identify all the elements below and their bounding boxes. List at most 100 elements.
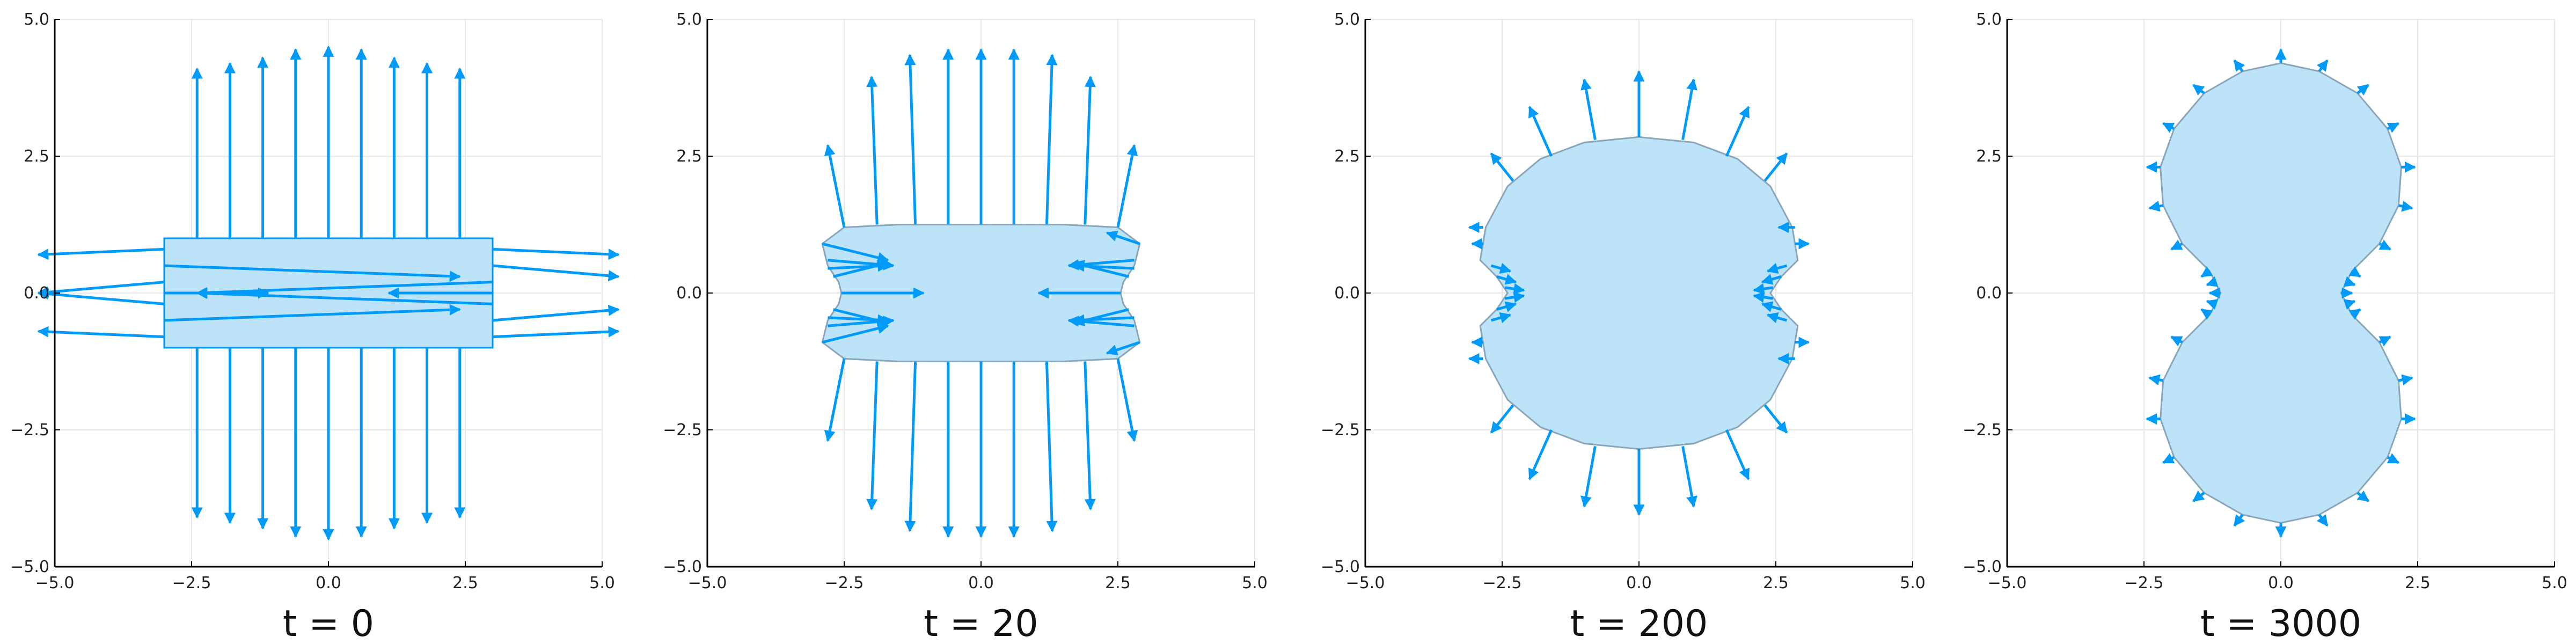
vector-arrow [37, 281, 165, 298]
x-tick-label: 0.0 [2268, 574, 2294, 592]
vector-arrow [866, 361, 879, 510]
vector-arrow [1761, 301, 1782, 312]
vector-arrow [1490, 404, 1514, 434]
vector-arrow [1766, 262, 1788, 274]
x-tick-label: 5.0 [589, 574, 615, 592]
x-tick-label: −5.0 [1988, 574, 2027, 592]
y-tick-label: 5.0 [24, 10, 49, 29]
vector-arrow [1084, 76, 1096, 225]
y-tick-label: −2.5 [1321, 421, 1360, 440]
vector-arrow [2233, 514, 2245, 527]
vector-arrow [1490, 312, 1512, 324]
vector-arrow [2387, 453, 2400, 464]
vector-arrow [1073, 260, 1130, 278]
vector-arrow [824, 144, 846, 228]
vector-arrow [2387, 122, 2400, 133]
vector-arrow [2206, 299, 2219, 310]
vector-arrow [2343, 299, 2356, 310]
x-tick-label: 5.0 [1242, 574, 1268, 592]
x-axis-label: t = 0 [283, 603, 374, 644]
y-tick-label: −5.0 [663, 558, 702, 576]
vector-arrow [1766, 312, 1788, 324]
y-tick-label: 2.5 [24, 147, 49, 166]
vector-arrow [2192, 84, 2205, 96]
vector-arrow [2200, 308, 2213, 320]
panel-2: −5.0 −2.5 0.0 2.5 5.0 −5.0 −2.5 0.0 2.5 5.0 t = 20 [663, 10, 1268, 644]
y-tick-label: 5.0 [1334, 10, 1360, 29]
vector-arrow [1045, 361, 1058, 532]
vector-arrow [822, 323, 889, 344]
vector-arrow [2348, 266, 2361, 278]
vector-arrow [832, 260, 889, 278]
y-tick-label: −2.5 [10, 421, 49, 440]
vector-arrow [1528, 106, 1553, 157]
vector-arrow [1504, 283, 1525, 295]
y-tick-label: −5.0 [1963, 558, 2002, 576]
x-axis-label: t = 20 [924, 603, 1038, 644]
vector-arrow [2233, 59, 2245, 72]
vector-arrow [2379, 335, 2391, 347]
vector-arrow [1496, 301, 1517, 312]
x-tick-label: 5.0 [1900, 574, 1926, 592]
x-tick-label: −2.5 [825, 574, 864, 592]
vector-arrow [1045, 54, 1058, 225]
vector-arrow [2398, 200, 2413, 212]
vector-arrow [196, 281, 493, 298]
vector-arrow [492, 247, 620, 260]
shape-polygon [163, 237, 494, 349]
panel-1: −5.0 −2.5 0.0 2.5 5.0 −5.0 −2.5 0.0 2.5 5.0 t = 0 [10, 10, 620, 644]
panel-3: −5.0 −2.5 0.0 2.5 5.0 −5.0 −2.5 0.0 2.5 5.0 t = 20… [1321, 10, 1926, 644]
y-tick-label: −5.0 [1321, 558, 1360, 576]
vector-arrow [1490, 152, 1514, 182]
vector-arrow [37, 288, 165, 305]
vector-arrow [866, 76, 879, 225]
y-tick-label: 2.5 [1976, 147, 2002, 166]
vector-arrow [2162, 122, 2175, 133]
vector-arrow [196, 288, 493, 305]
vector-arrow [1761, 274, 1782, 285]
vector-arrow [1106, 341, 1140, 356]
y-tick-label: 0.0 [24, 284, 49, 303]
x-tick-label: −5.0 [688, 574, 727, 592]
vector-arrow [2316, 514, 2329, 527]
vector-arrow [2162, 453, 2175, 464]
x-tick-label: −5.0 [35, 574, 75, 592]
vector-arrow [1073, 308, 1130, 326]
vector-arrow [492, 264, 620, 282]
x-tick-label: 2.5 [452, 574, 478, 592]
vector-arrow [824, 358, 846, 442]
y-tick-label: 5.0 [676, 10, 702, 29]
y-tick-label: −5.0 [10, 558, 49, 576]
x-axis-label: t = 3000 [2200, 603, 2361, 644]
vector-arrow [37, 247, 165, 260]
vector-arrow [37, 326, 165, 339]
y-tick-label: 0.0 [1334, 284, 1360, 303]
vector-arrow [1106, 230, 1140, 245]
x-tick-label: 0.0 [968, 574, 994, 592]
vector-arrow [2170, 239, 2183, 251]
y-tick-label: 5.0 [1976, 10, 2002, 29]
vector-arrow [2148, 200, 2164, 212]
x-tick-label: 2.5 [1105, 574, 1131, 592]
vector-arrow [2343, 276, 2356, 287]
y-tick-label: 2.5 [1334, 147, 1360, 166]
vector-arrow [1084, 361, 1096, 510]
x-tick-label: −2.5 [172, 574, 211, 592]
vector-arrow [904, 361, 917, 532]
vector-arrow [2348, 308, 2361, 320]
vector-arrow [1725, 106, 1750, 157]
x-tick-label: 2.5 [1763, 574, 1789, 592]
vector-arrow [1580, 446, 1597, 508]
vector-arrow [2357, 490, 2369, 502]
vector-arrow [164, 264, 461, 282]
vector-arrow [1580, 78, 1597, 140]
vector-arrow [1116, 358, 1138, 442]
x-tick-label: −2.5 [2125, 574, 2164, 592]
x-tick-label: 5.0 [2542, 574, 2567, 592]
x-tick-label: −5.0 [1346, 574, 1385, 592]
vector-arrow [1763, 404, 1788, 434]
y-tick-label: 0.0 [676, 284, 702, 303]
vector-arrow [2192, 490, 2205, 502]
x-axis-label: t = 200 [1570, 603, 1708, 644]
